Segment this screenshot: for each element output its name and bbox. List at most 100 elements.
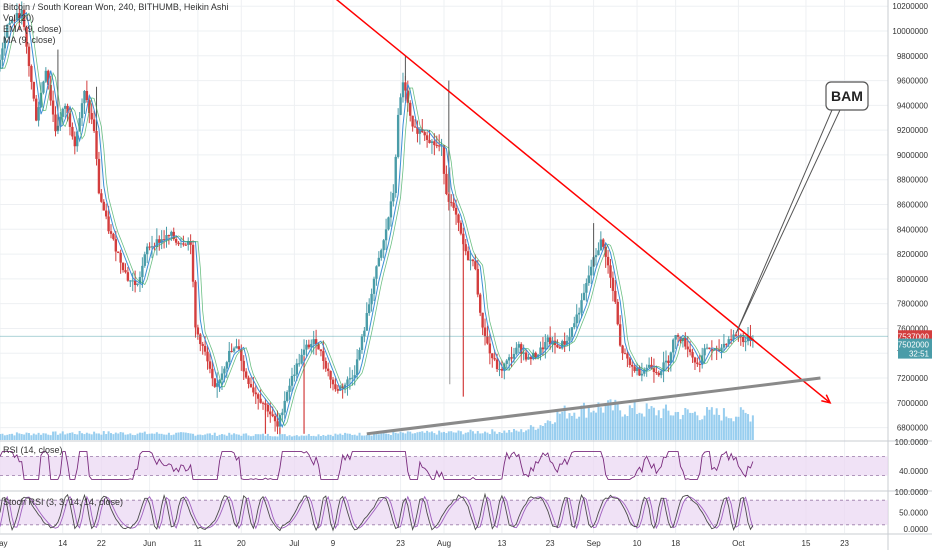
time-tick-label: 15 bbox=[802, 539, 811, 548]
candle-body bbox=[650, 364, 653, 369]
volume-bar bbox=[129, 433, 132, 440]
candle-body bbox=[548, 337, 552, 345]
volume-bar bbox=[283, 434, 286, 440]
candle-body bbox=[360, 336, 364, 350]
volume-bar bbox=[259, 434, 262, 440]
candle-body bbox=[437, 145, 441, 147]
volume-bar bbox=[739, 407, 742, 440]
volume-bar bbox=[607, 400, 610, 440]
price-tag-timer: 32:51 bbox=[909, 350, 930, 359]
volume-bar bbox=[674, 412, 677, 440]
candle-body bbox=[638, 367, 641, 376]
candle-body bbox=[486, 336, 489, 344]
legend-ma[interactable]: MA (9, close) bbox=[3, 35, 56, 45]
candle-body bbox=[640, 373, 644, 376]
volume-bar bbox=[40, 434, 43, 440]
volume-bar bbox=[332, 436, 334, 440]
volume-bar bbox=[575, 418, 578, 440]
candle-body bbox=[421, 129, 424, 133]
volume-bar bbox=[274, 436, 277, 440]
candle-body bbox=[281, 412, 284, 416]
candle-body bbox=[44, 70, 48, 82]
candle-body bbox=[104, 210, 108, 217]
candle-body bbox=[710, 349, 714, 351]
volume-bar bbox=[102, 431, 105, 440]
candle-body bbox=[208, 361, 212, 369]
volume-bar bbox=[602, 412, 605, 440]
volume-bar bbox=[262, 433, 265, 440]
candle-body bbox=[599, 239, 603, 251]
candle-body bbox=[520, 344, 523, 354]
candle-body bbox=[117, 251, 120, 253]
candle-body bbox=[413, 126, 417, 128]
candle-body bbox=[247, 377, 250, 384]
candle-body bbox=[114, 239, 118, 252]
volume-bar bbox=[578, 416, 581, 440]
volume-bar bbox=[305, 435, 308, 440]
volume-bar bbox=[631, 408, 634, 440]
candle-body bbox=[604, 246, 607, 257]
legend-volume[interactable]: Vol (20) bbox=[3, 13, 35, 23]
volume-bar bbox=[732, 421, 735, 440]
volume-bar bbox=[626, 416, 629, 440]
volume-bar bbox=[650, 406, 653, 440]
volume-bar bbox=[81, 433, 84, 440]
stoch-legend[interactable]: Stoch RSI (3, 3, 14, 14, close) bbox=[3, 497, 123, 508]
volume-bar bbox=[0, 434, 1, 440]
candle-body bbox=[606, 256, 610, 266]
volume-bar bbox=[660, 418, 663, 440]
candle-body bbox=[720, 347, 723, 352]
candle-body bbox=[469, 259, 472, 261]
volume-bar bbox=[85, 432, 88, 440]
volume-bar bbox=[27, 433, 30, 440]
volume-bar bbox=[167, 432, 170, 440]
volume-bar bbox=[360, 435, 363, 440]
volume-bar bbox=[170, 435, 173, 440]
volume-bar bbox=[568, 413, 571, 440]
volume-bar bbox=[476, 431, 479, 440]
volume-bar bbox=[252, 435, 255, 440]
rsi-tick-label: 100.0000 bbox=[895, 438, 929, 447]
candle-body bbox=[541, 347, 545, 350]
volume-bar bbox=[679, 419, 682, 440]
candle-body bbox=[568, 337, 571, 341]
volume-bar bbox=[445, 433, 448, 440]
volume-bar bbox=[221, 434, 223, 440]
candle-body bbox=[725, 343, 728, 345]
volume-bar bbox=[457, 430, 460, 440]
volume-bar bbox=[25, 432, 28, 440]
volume-bar bbox=[689, 412, 692, 440]
candle-body bbox=[201, 344, 204, 346]
volume-bar bbox=[597, 402, 600, 440]
rsi-legend[interactable]: RSI (14, close) bbox=[3, 445, 63, 456]
volume-bar bbox=[182, 432, 185, 440]
volume-bar bbox=[218, 434, 221, 440]
volume-bar bbox=[430, 431, 433, 440]
candle-body bbox=[503, 363, 506, 371]
candle-body bbox=[734, 334, 738, 336]
price-tick-label: 9200000 bbox=[897, 126, 929, 135]
price-tick-label: 10200000 bbox=[892, 2, 928, 11]
candle-body bbox=[288, 385, 291, 392]
volume-bar bbox=[240, 435, 243, 440]
candle-body bbox=[237, 346, 241, 350]
volume-bar bbox=[638, 412, 641, 440]
volume-bar bbox=[11, 433, 14, 440]
rsi-band bbox=[0, 456, 888, 476]
volume-bar bbox=[341, 434, 344, 440]
volume-bar bbox=[734, 416, 737, 440]
candle-body bbox=[343, 384, 347, 388]
candle-body bbox=[220, 373, 224, 380]
volume-bar bbox=[266, 433, 269, 440]
volume-bar bbox=[54, 431, 57, 440]
candle-body bbox=[305, 344, 308, 350]
price-tick-label: 9400000 bbox=[897, 101, 929, 110]
volume-bar bbox=[112, 434, 115, 440]
candle-body bbox=[307, 344, 311, 348]
price-tick-label: 9800000 bbox=[897, 52, 929, 61]
volume-bar bbox=[126, 434, 129, 440]
volume-bar bbox=[249, 436, 252, 440]
legend-ema[interactable]: EMA (9, close) bbox=[3, 24, 62, 34]
legend-symbol[interactable]: Bitcoin / South Korean Won, 240, BITHUMB… bbox=[3, 2, 229, 12]
